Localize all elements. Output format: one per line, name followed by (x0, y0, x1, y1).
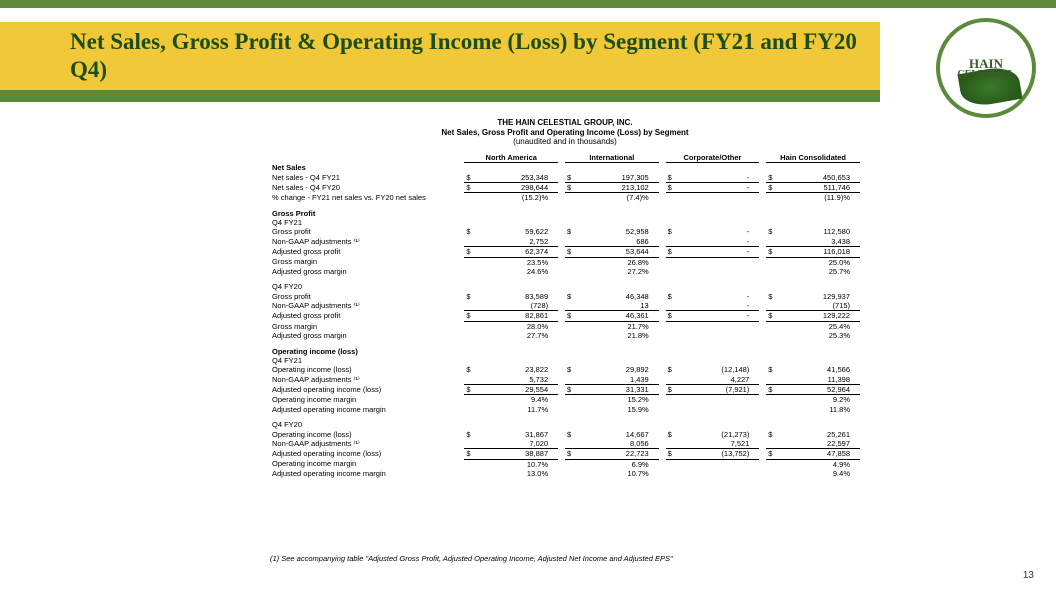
table-row: Adjusted operating income margin13.0%10.… (270, 469, 860, 478)
section-heading: Q4 FY20 (270, 282, 860, 291)
section-heading: Q4 FY21 (270, 356, 860, 365)
table-subtitle: Net Sales, Gross Profit and Operating In… (270, 128, 860, 138)
table-row: Adjusted operating income (loss)$38,887$… (270, 449, 860, 459)
logo-circle: HAIN CELESTIAL (936, 18, 1036, 118)
table-row: Operating income (loss)$31,867$14,667$(2… (270, 430, 860, 439)
table-row: Net sales - Q4 FY21$253,348$197,305$-$45… (270, 173, 860, 183)
section-heading: Net Sales (270, 163, 860, 173)
table-row: Adjusted operating income (loss)$29,554$… (270, 385, 860, 395)
table-row: Non-GAAP adjustments ⁽¹⁾5,7321,4394,2271… (270, 375, 860, 385)
col-consolidated: Hain Consolidated (766, 153, 860, 163)
table-row: Operating income margin10.7%6.9%4.9% (270, 459, 860, 469)
table-row: Gross margin23.5%26.8%25.0% (270, 257, 860, 267)
table-row: % change - FY21 net sales vs. FY20 net s… (270, 193, 860, 203)
section-heading: Q4 FY20 (270, 420, 860, 429)
table-row: Adjusted gross profit$62,374$53,644$-$11… (270, 247, 860, 257)
table-row: Gross profit$83,589$46,348$-$129,937 (270, 292, 860, 301)
table-row: Gross margin28.0%21.7%25.4% (270, 321, 860, 331)
table-row: Net sales - Q4 FY20$298,644$213,102$-$51… (270, 182, 860, 192)
page-number: 13 (1023, 570, 1034, 581)
table-header-block: THE HAIN CELESTIAL GROUP, INC. Net Sales… (270, 118, 860, 147)
title-bar: Net Sales, Gross Profit & Operating Inco… (0, 22, 880, 90)
company-logo: HAIN CELESTIAL (936, 18, 1036, 118)
col-corporate: Corporate/Other (666, 153, 760, 163)
section-heading: Operating income (loss) (270, 347, 860, 356)
table-row: Adjusted gross profit$82,861$46,361$-$12… (270, 311, 860, 321)
logo-text: HAIN CELESTIAL (957, 57, 1014, 80)
table-row: Non-GAAP adjustments ⁽¹⁾7,0208,0567,5212… (270, 439, 860, 449)
table-row: Adjusted operating income margin11.7%15.… (270, 405, 860, 414)
col-north-america: North America (464, 153, 558, 163)
footnote: (1) See accompanying table "Adjusted Gro… (270, 554, 673, 563)
table-row: Operating income (loss)$23,822$29,892$(1… (270, 365, 860, 374)
table-row: Non-GAAP adjustments ⁽¹⁾2,752686-3,438 (270, 237, 860, 247)
table-row: Adjusted gross margin24.6%27.2%25.7% (270, 267, 860, 276)
top-green-bar (0, 0, 1056, 8)
financial-table-block: THE HAIN CELESTIAL GROUP, INC. Net Sales… (270, 118, 860, 484)
page-title: Net Sales, Gross Profit & Operating Inco… (70, 28, 880, 83)
segment-table: North America International Corporate/Ot… (270, 153, 860, 485)
lower-green-bar (0, 90, 880, 102)
table-row: Adjusted gross margin27.7%21.8%25.3% (270, 331, 860, 340)
table-note: (unaudited and in thousands) (270, 137, 860, 147)
table-row: Gross profit$59,622$52,958$-$112,580 (270, 227, 860, 236)
table-row: Operating income margin9.4%15.2%9.2% (270, 395, 860, 405)
logo-line2: CELESTIAL (957, 70, 1014, 80)
logo-line1: HAIN (957, 57, 1014, 70)
column-header-row: North America International Corporate/Ot… (270, 153, 860, 163)
section-heading: Gross Profit (270, 209, 860, 218)
table-row: Non-GAAP adjustments ⁽¹⁾(728)13-(715) (270, 301, 860, 311)
section-heading: Q4 FY21 (270, 218, 860, 227)
col-international: International (565, 153, 659, 163)
company-name: THE HAIN CELESTIAL GROUP, INC. (270, 118, 860, 128)
